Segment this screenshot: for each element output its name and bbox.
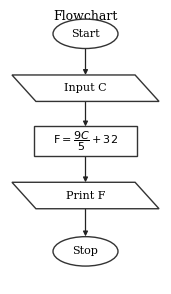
Text: Start: Start: [71, 29, 100, 39]
Ellipse shape: [53, 237, 118, 266]
Text: Input C: Input C: [64, 83, 107, 93]
Polygon shape: [12, 75, 159, 101]
Text: Stop: Stop: [73, 246, 98, 256]
Text: $\mathrm{F} = \dfrac{9C}{5} + 32$: $\mathrm{F} = \dfrac{9C}{5} + 32$: [53, 129, 118, 153]
Polygon shape: [12, 182, 159, 209]
Text: Print F: Print F: [66, 191, 105, 201]
Ellipse shape: [53, 19, 118, 49]
Text: Flowchart: Flowchart: [53, 10, 118, 23]
Bar: [34, 126, 137, 156]
